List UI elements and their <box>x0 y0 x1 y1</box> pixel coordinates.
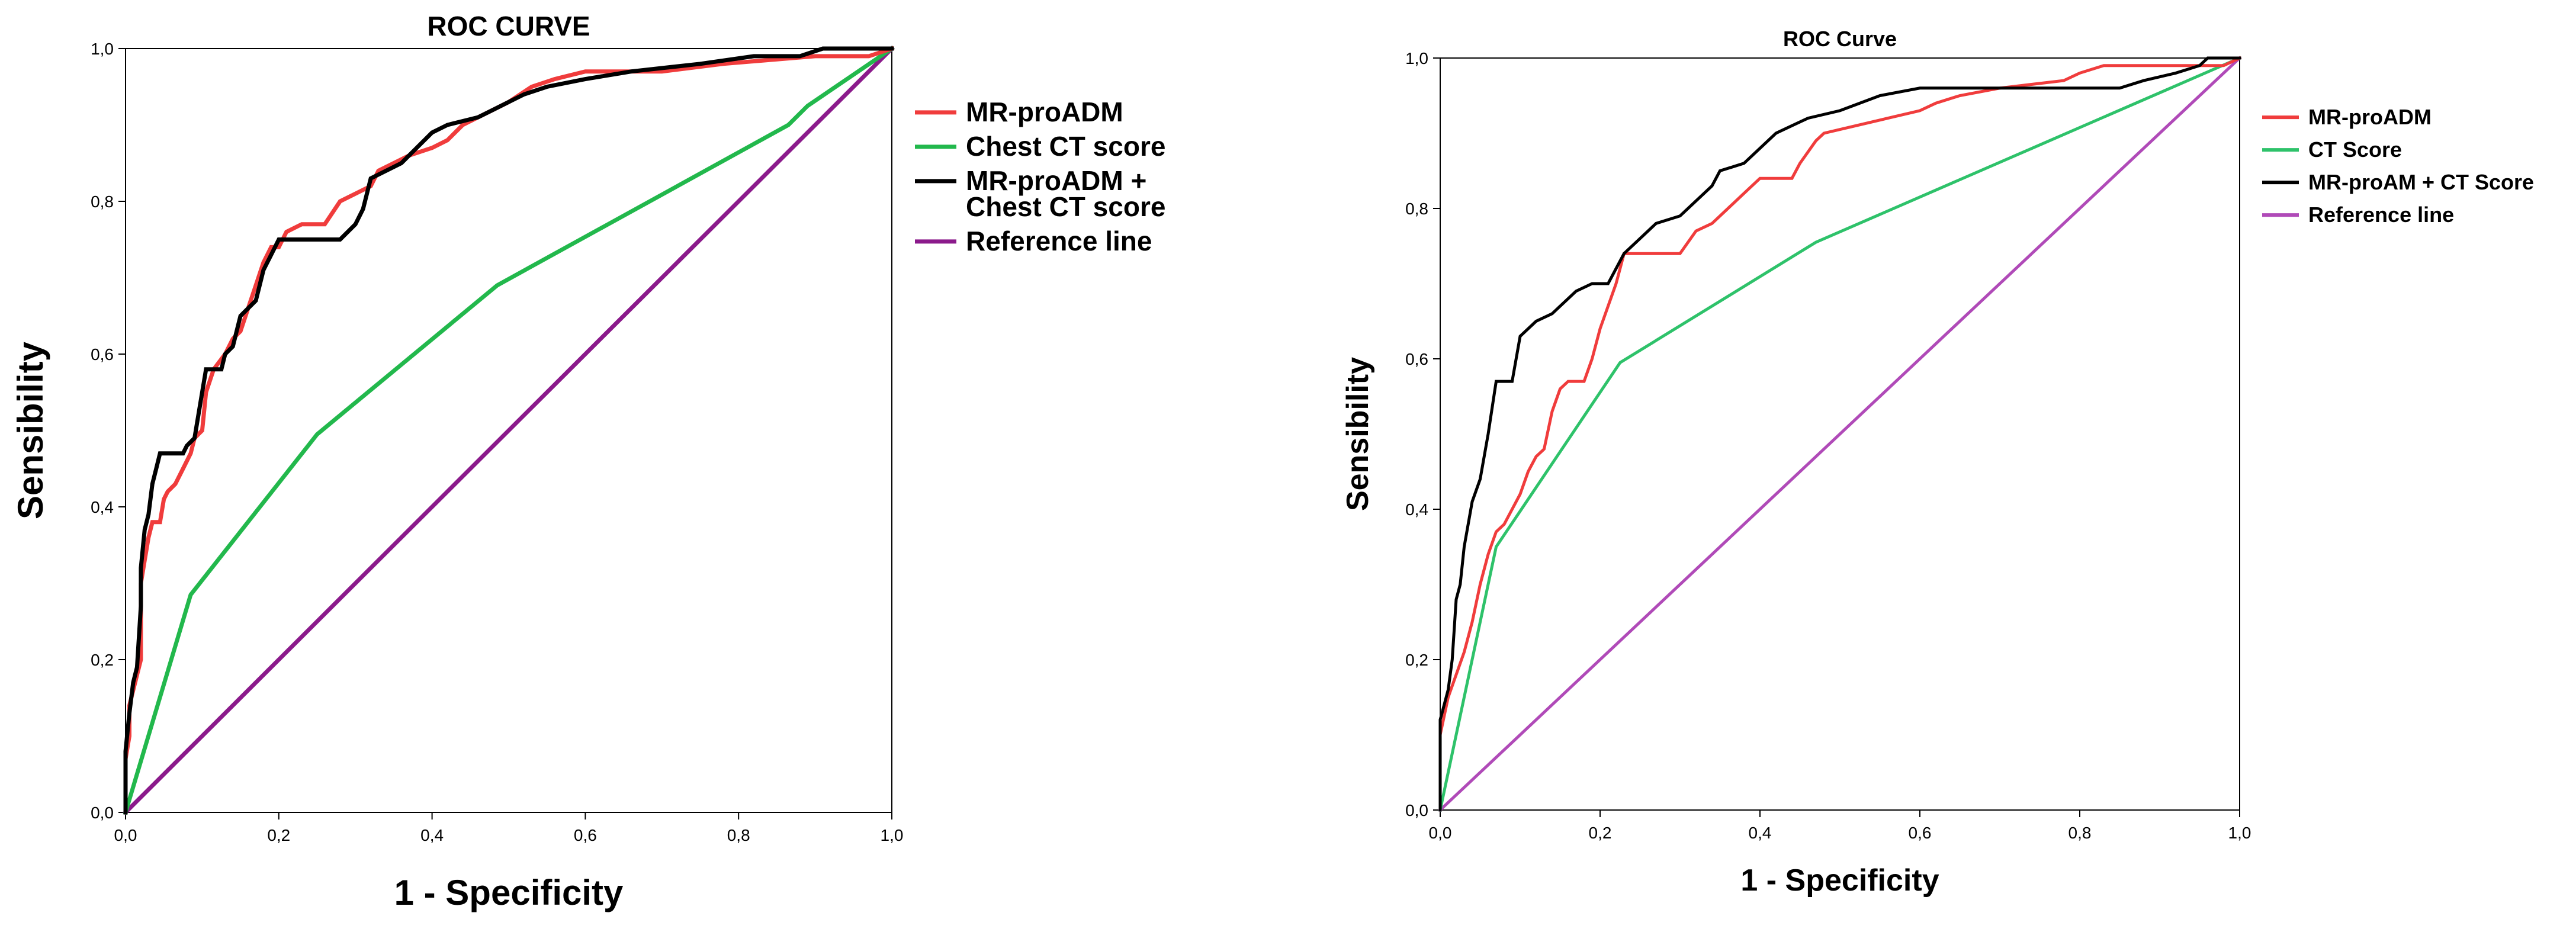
y-tick-label: 0,2 <box>1405 651 1428 669</box>
y-tick-label: 1,0 <box>1405 49 1428 68</box>
roc-chart-1: ROC CURVE 0,0 0,2 0,4 0,6 0,8 1,0 0,0 0,2 0,4 0,6 0… <box>11 11 1165 912</box>
x-axis-label: 1 - Specificity <box>1740 863 1939 898</box>
legend-label: Reference line <box>966 226 1152 256</box>
y-tick-label: 0,2 <box>91 651 114 669</box>
legend-label: Reference line <box>2308 203 2454 227</box>
legend-label: MR-proAM + CT Score <box>2308 170 2534 194</box>
plot-frame <box>1440 57 2240 811</box>
plot-frame <box>125 48 892 813</box>
y-axis-label: Sensibility <box>11 341 50 519</box>
x-tick-label: 0,2 <box>267 826 290 844</box>
x-tick-label: 0,6 <box>574 826 597 844</box>
y-tick-label: 0,0 <box>1405 801 1428 819</box>
y-tick-label: 0,4 <box>91 498 114 516</box>
legend-label: MR-proADM <box>966 97 1123 127</box>
x-tick-label: 0,0 <box>1429 824 1452 842</box>
series-line-mr-proam-ct-score <box>1438 56 2241 812</box>
roc-chart-2: ROC Curve 0,0 0,2 0,4 0,6 0,8 1,0 0,0 0,2 0,4 0,6 0… <box>1341 27 2534 898</box>
legend-label: Chest CT score <box>966 131 1165 162</box>
y-tick-label: 1,0 <box>91 40 114 58</box>
x-tick-label: 0,2 <box>1589 824 1612 842</box>
x-tick-label: 0,8 <box>2068 824 2092 842</box>
chart-title: ROC CURVE <box>427 11 590 41</box>
series-line-ct-score <box>1438 56 2242 812</box>
x-tick-label: 1,0 <box>2228 824 2251 842</box>
legend-label: CT Score <box>2308 137 2402 162</box>
series-line-mr-proadm <box>1438 56 2242 812</box>
y-axis-label: Sensibility <box>1341 357 1375 511</box>
series-line-reference-line <box>123 46 895 815</box>
y-tick-label: 0,8 <box>91 192 114 211</box>
x-tick-label: 0,6 <box>1909 824 1932 842</box>
y-tick-label: 0,6 <box>91 345 114 364</box>
series-line-reference-line <box>1438 56 2242 812</box>
y-tick-label: 0,6 <box>1405 350 1428 368</box>
y-tick-label: 0,4 <box>1405 500 1428 519</box>
y-tick-label: 0,0 <box>91 804 114 822</box>
legend-label: MR-proADM <box>2308 105 2432 129</box>
legend-label: MR-proADM + Chest CT score <box>966 165 1165 222</box>
chart-title: ROC Curve <box>1783 27 1897 51</box>
x-tick-label: 1,0 <box>881 826 904 844</box>
x-tick-label: 0,4 <box>420 826 444 844</box>
x-tick-label: 0,8 <box>727 826 750 844</box>
series-line-mr-proadm-chest-ct-score <box>123 46 894 815</box>
x-tick-label: 0,0 <box>114 826 137 844</box>
y-tick-label: 0,8 <box>1405 200 1428 218</box>
x-axis-label: 1 - Specificity <box>394 873 624 912</box>
legend: MR-proADM CT Score MR-proAM + CT Score Refe… <box>2262 105 2534 227</box>
series-line-chest-ct-score <box>123 46 895 815</box>
x-tick-label: 0,4 <box>1749 824 1772 842</box>
